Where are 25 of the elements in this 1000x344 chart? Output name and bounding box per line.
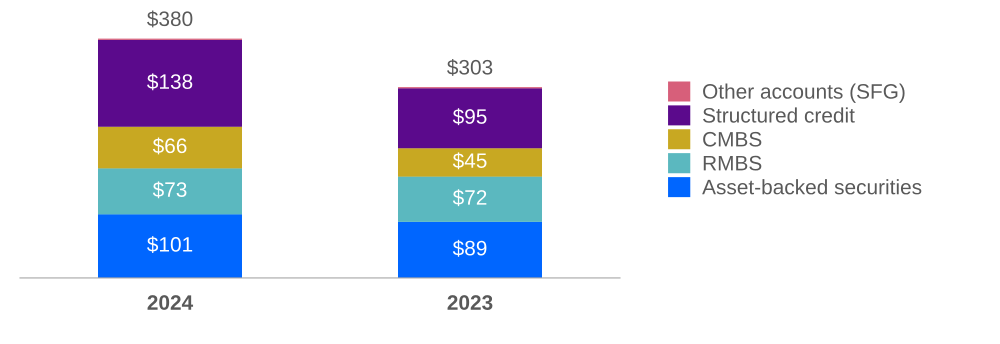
x-tick-label: 2024 (148, 295, 194, 310)
legend-label: Asset-backed securities (702, 179, 922, 194)
total-label: $303 (447, 59, 492, 76)
legend-label: RMBS (704, 156, 762, 171)
data-label: $89 (452, 240, 486, 257)
bar (398, 222, 542, 278)
legend-label: CMBS (703, 132, 762, 147)
data-label: $101 (147, 236, 192, 253)
bar (98, 40, 242, 127)
bar (98, 214, 242, 278)
bar (98, 168, 242, 214)
legend-label: Other accounts (SFG) (703, 84, 905, 103)
x-tick-label: 2023 (448, 295, 492, 310)
bar (98, 126, 242, 168)
data-label: $45 (452, 152, 487, 170)
data-label: $138 (147, 73, 192, 90)
total-label: $380 (147, 10, 192, 28)
data-label: $95 (452, 108, 487, 126)
bar (398, 148, 542, 177)
legend-label: Structured credit (703, 107, 855, 123)
data-label: $72 (452, 189, 486, 206)
bar (398, 88, 542, 148)
data-label: $73 (152, 181, 186, 198)
bar (398, 176, 542, 222)
data-label: $66 (152, 138, 186, 154)
